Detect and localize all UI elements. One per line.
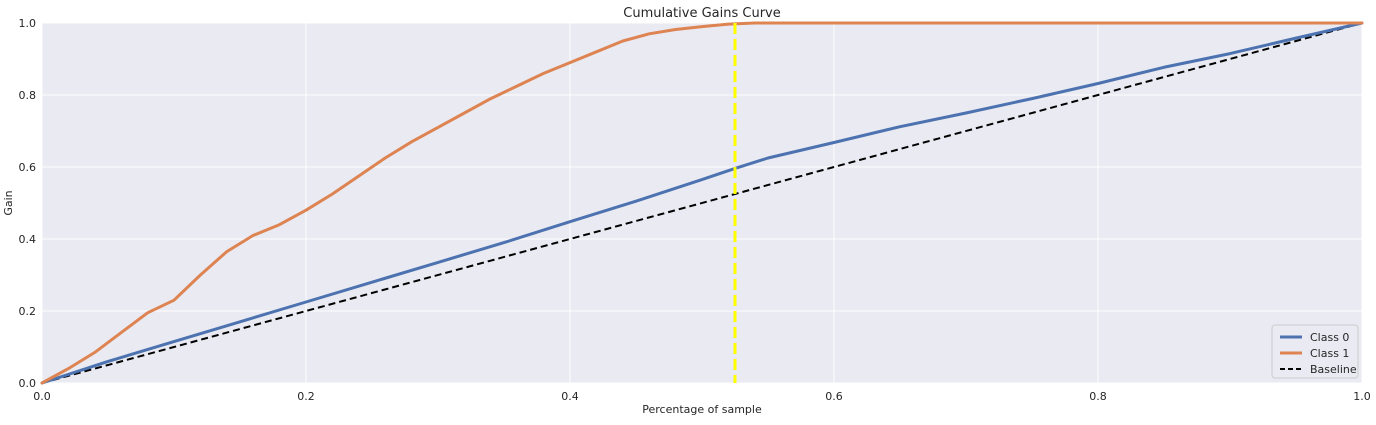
- x-axis-label: Percentage of sample: [642, 403, 762, 416]
- series-line-baseline: [41, 22, 1363, 384]
- y-tick-label: 0.8: [19, 89, 37, 102]
- axis-ticks: 0.00.0 0.2 0.2 0.4 0.4 0.6 0.6 0.8 0.8 1.0 1.0: [19, 17, 1371, 403]
- x-tick-label: 0.8: [1089, 390, 1107, 403]
- legend-label: Class 1: [1310, 347, 1349, 360]
- x-tick-label: 0.6: [825, 390, 843, 403]
- x-tick-label: 0.2: [297, 390, 315, 403]
- series-lines: [40, 21, 1364, 385]
- legend-label: Class 0: [1310, 331, 1349, 344]
- x-tick-label: 1.0: [1353, 390, 1371, 403]
- series-line-class-0: [40, 21, 1364, 385]
- series-line-class-1: [40, 21, 1364, 385]
- chart-title: Cumulative Gains Curve: [623, 6, 780, 21]
- y-tick-label: 0.2: [19, 305, 37, 318]
- legend-label: Baseline: [1310, 363, 1357, 376]
- y-tick-label: 0.0: [19, 377, 37, 390]
- y-tick-label: 0.6: [19, 161, 37, 174]
- x-tick-label: 0.4: [561, 390, 579, 403]
- x-tick-label: 0.0: [33, 390, 51, 403]
- y-tick-label: 1.0: [19, 17, 37, 30]
- legend: Class 0 Class 1 Baseline: [1271, 324, 1359, 379]
- y-axis-label: Gain: [2, 190, 15, 215]
- y-tick-label: 0.4: [19, 233, 37, 246]
